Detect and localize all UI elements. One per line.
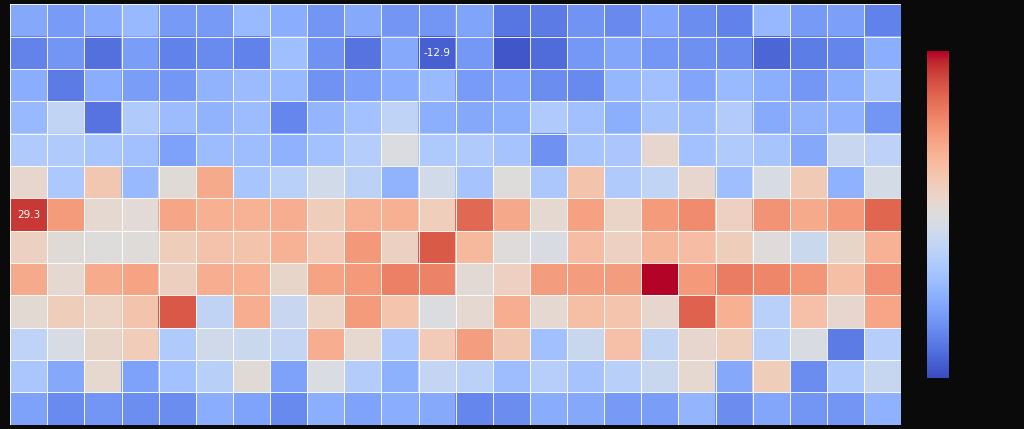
Text: 29.3: 29.3 (17, 209, 40, 220)
Text: -12.9: -12.9 (424, 48, 451, 58)
